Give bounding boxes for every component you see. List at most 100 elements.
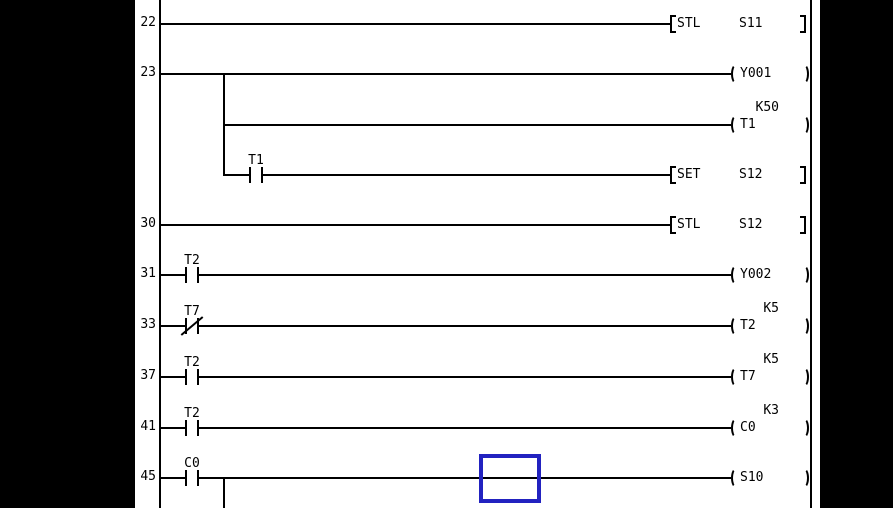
contact-t7-nc[interactable] — [180, 316, 204, 336]
instruction-operand: S12 — [739, 217, 763, 232]
instruction-mnemonic: SET — [677, 167, 701, 182]
contact-c0[interactable] — [183, 468, 201, 488]
coil-close-paren-icon — [799, 64, 809, 84]
instruction-mnemonic: STL — [677, 16, 701, 31]
step-number: 23 — [140, 65, 156, 80]
rung-wire — [159, 274, 185, 276]
close-bracket-icon — [800, 166, 806, 184]
left-power-rail — [159, 0, 161, 508]
rung-wire — [159, 376, 185, 378]
coil-device: T1 — [740, 117, 756, 132]
rung-wire — [159, 73, 731, 75]
edit-cursor[interactable] — [479, 454, 541, 503]
open-bracket-icon — [670, 166, 676, 184]
contact-bar-right — [197, 470, 199, 486]
step-number: 31 — [140, 266, 156, 281]
step-number: 22 — [140, 15, 156, 30]
coil-open-paren-icon — [731, 468, 741, 488]
coil-device: T7 — [740, 369, 756, 384]
contact-bar-right — [197, 420, 199, 436]
coil-open-paren-icon — [731, 64, 741, 84]
contact-label: T2 — [184, 355, 200, 370]
close-bracket-icon — [800, 15, 806, 33]
instruction-operand: S11 — [739, 16, 763, 31]
contact-bar-left — [185, 318, 187, 334]
contact-bar-left — [249, 167, 251, 183]
rung-wire — [199, 376, 731, 378]
instruction-set-s12[interactable]: SET S12 — [670, 165, 806, 185]
coil-device: S10 — [740, 470, 764, 485]
rung-wire — [159, 23, 670, 25]
open-bracket-icon — [670, 216, 676, 234]
instruction-stl-s11[interactable]: STL S11 — [670, 14, 806, 34]
contact-t1[interactable] — [247, 165, 265, 185]
rung-wire — [223, 174, 249, 176]
right-power-rail — [810, 0, 812, 508]
coil-close-paren-icon — [799, 468, 809, 488]
k-constant: K5 — [763, 352, 779, 367]
k-constant: K50 — [755, 100, 779, 115]
rung-wire — [159, 477, 185, 479]
coil-y001[interactable]: Y001 — [731, 64, 809, 84]
coil-close-paren-icon — [799, 316, 809, 336]
coil-open-paren-icon — [731, 316, 741, 336]
contact-bar-right — [197, 318, 199, 334]
coil-s10[interactable]: S10 — [731, 468, 809, 488]
contact-label: C0 — [184, 456, 200, 471]
contact-bar-left — [185, 267, 187, 283]
coil-close-paren-icon — [799, 115, 809, 135]
rung-wire — [159, 224, 670, 226]
rung-wire — [199, 274, 731, 276]
rung-wire — [223, 124, 731, 126]
branch-wire — [223, 477, 225, 508]
contact-bar-left — [185, 470, 187, 486]
coil-t7[interactable]: T7 — [731, 367, 809, 387]
coil-device: Y001 — [740, 66, 772, 81]
coil-open-paren-icon — [731, 418, 741, 438]
contact-bar-right — [197, 369, 199, 385]
coil-device: Y002 — [740, 267, 772, 282]
instruction-mnemonic: STL — [677, 217, 701, 232]
rung-wire — [159, 427, 185, 429]
coil-close-paren-icon — [799, 418, 809, 438]
contact-label: T2 — [184, 406, 200, 421]
instruction-stl-s12[interactable]: STL S12 — [670, 215, 806, 235]
open-bracket-icon — [670, 15, 676, 33]
contact-t2[interactable] — [183, 418, 201, 438]
coil-device: C0 — [740, 420, 756, 435]
coil-open-paren-icon — [731, 367, 741, 387]
ladder-canvas[interactable] — [135, 0, 820, 508]
contact-bar-left — [185, 420, 187, 436]
rung-wire — [199, 477, 731, 479]
rung-wire — [199, 427, 731, 429]
k-constant: K3 — [763, 403, 779, 418]
coil-close-paren-icon — [799, 265, 809, 285]
coil-t1[interactable]: T1 — [731, 115, 809, 135]
instruction-operand: S12 — [739, 167, 763, 182]
k-constant: K5 — [763, 301, 779, 316]
step-number: 33 — [140, 317, 156, 332]
coil-open-paren-icon — [731, 265, 741, 285]
step-number: 37 — [140, 368, 156, 383]
close-bracket-icon — [800, 216, 806, 234]
contact-bar-right — [197, 267, 199, 283]
coil-device: T2 — [740, 318, 756, 333]
rung-wire — [199, 325, 731, 327]
step-number: 45 — [140, 469, 156, 484]
contact-label: T7 — [184, 304, 200, 319]
rung-wire — [159, 325, 185, 327]
contact-t2[interactable] — [183, 367, 201, 387]
coil-close-paren-icon — [799, 367, 809, 387]
contact-bar-left — [185, 369, 187, 385]
coil-open-paren-icon — [731, 115, 741, 135]
contact-t2[interactable] — [183, 265, 201, 285]
coil-t2[interactable]: T2 — [731, 316, 809, 336]
step-number: 30 — [140, 216, 156, 231]
coil-c0[interactable]: C0 — [731, 418, 809, 438]
contact-bar-right — [261, 167, 263, 183]
step-number: 41 — [140, 419, 156, 434]
coil-y002[interactable]: Y002 — [731, 265, 809, 285]
contact-label: T2 — [184, 253, 200, 268]
contact-label: T1 — [248, 153, 264, 168]
